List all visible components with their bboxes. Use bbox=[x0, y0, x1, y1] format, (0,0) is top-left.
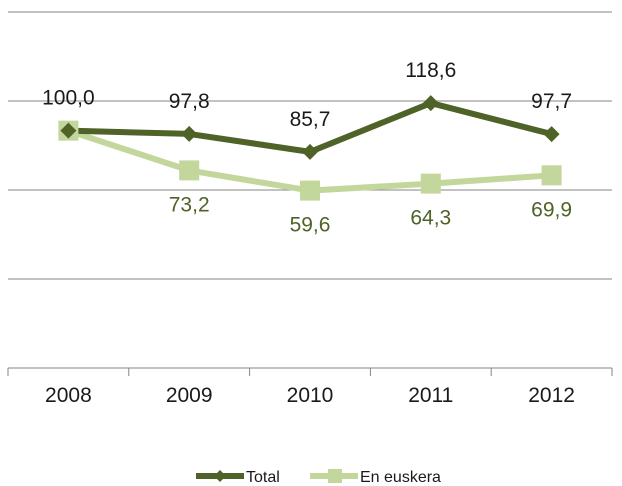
en-euskera-data-label: 59,6 bbox=[290, 214, 331, 237]
legend-en-euskera-label: En euskera bbox=[360, 469, 441, 486]
legend: Total En euskera bbox=[196, 469, 441, 486]
en-euskera-point bbox=[541, 165, 562, 186]
total-data-label: 100,0 bbox=[42, 87, 95, 110]
en-euskera-point bbox=[420, 173, 441, 194]
en-euskera-data-label: 64,3 bbox=[410, 207, 451, 230]
total-data-label: 97,7 bbox=[531, 90, 572, 113]
total-data-label: 85,7 bbox=[290, 108, 331, 131]
x-tick-label: 2011 bbox=[408, 384, 453, 407]
legend-total-marker bbox=[214, 470, 226, 482]
total-point bbox=[302, 143, 318, 160]
total-data-label: 97,8 bbox=[169, 90, 210, 113]
en-euskera-point bbox=[179, 160, 200, 181]
total-point bbox=[181, 125, 198, 142]
en-euskera-data-label: 69,9 bbox=[531, 198, 572, 221]
total-point bbox=[543, 126, 560, 143]
en-euskera-point bbox=[300, 180, 320, 201]
total-point bbox=[422, 95, 439, 112]
legend-total-label: Total bbox=[246, 469, 280, 486]
x-axis: 2008 2009 2010 2011 2012 bbox=[7, 367, 613, 407]
en-euskera-data-label: 73,2 bbox=[169, 193, 210, 216]
total-point bbox=[60, 122, 77, 139]
x-tick-label: 2012 bbox=[528, 384, 575, 407]
x-tick-label: 2008 bbox=[45, 384, 92, 407]
legend-en-euskera-marker bbox=[328, 469, 342, 483]
x-tick-label: 2010 bbox=[287, 384, 334, 407]
data-labels: 100,0 97,8 85,7 118,6 97,7 73,2 59,6 64,3 69,9 bbox=[42, 59, 572, 237]
series-markers bbox=[58, 95, 562, 201]
x-tick-label: 2009 bbox=[166, 384, 213, 407]
total-data-label: 118,6 bbox=[405, 59, 456, 82]
